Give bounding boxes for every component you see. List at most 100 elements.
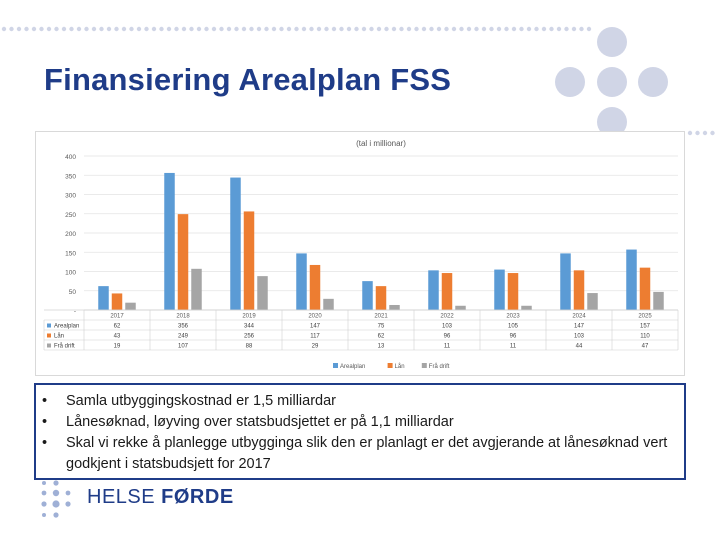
decor-dot bbox=[331, 26, 337, 32]
decor-circle bbox=[638, 67, 668, 97]
bullet-item-3: • Skal vi rekke å planlegge utbygginga sl… bbox=[42, 433, 676, 475]
decor-dot bbox=[76, 26, 82, 32]
x-tick-label: 2024 bbox=[572, 314, 586, 320]
decor-dot bbox=[166, 26, 172, 32]
decor-dot bbox=[294, 26, 299, 32]
decor-dot bbox=[710, 130, 715, 136]
legend-key bbox=[333, 363, 338, 368]
decor-dot bbox=[204, 26, 209, 32]
data-label: 47 bbox=[642, 344, 649, 350]
table-series-label: Frå drift bbox=[54, 343, 75, 350]
decor-dot bbox=[361, 26, 367, 32]
y-tick-label: 200 bbox=[65, 231, 76, 238]
logo-dots-icon bbox=[41, 480, 71, 518]
data-label: 11 bbox=[510, 344, 517, 350]
logo-text-part1: HELSE bbox=[87, 486, 162, 508]
decor-dot bbox=[91, 26, 97, 32]
y-tick-label: 50 bbox=[69, 289, 77, 296]
data-label: 96 bbox=[444, 334, 451, 340]
decor-dot bbox=[159, 26, 164, 32]
decor-dot bbox=[451, 26, 457, 32]
table-legend-key bbox=[47, 343, 51, 348]
bar-Frå drift-2025 bbox=[653, 291, 664, 310]
decor-dot bbox=[354, 26, 359, 32]
bullet-item-1: • Samla utbyggingskostnad er 1,5 milliard… bbox=[42, 391, 676, 412]
bar-Lån-2017 bbox=[111, 293, 123, 310]
x-tick-label: 2025 bbox=[638, 314, 652, 320]
bar-Arealplan-2025 bbox=[626, 249, 637, 310]
bar-Arealplan-2017 bbox=[98, 286, 109, 310]
y-tick-label: 250 bbox=[65, 212, 76, 219]
bullet-text-2: Lånesøknad, løyving over statsbudsjettet… bbox=[66, 414, 454, 430]
legend-key bbox=[421, 363, 427, 368]
y-tick-label: - bbox=[74, 308, 76, 315]
decor-dot bbox=[586, 26, 592, 32]
decor-dot bbox=[324, 26, 329, 32]
logo-dot bbox=[65, 501, 71, 507]
bar-Frå drift-2023 bbox=[521, 305, 532, 310]
bar-Arealplan-2020 bbox=[296, 253, 307, 310]
legend-key bbox=[387, 363, 393, 368]
decor-dot bbox=[39, 26, 44, 32]
bar-Lån-2018 bbox=[177, 214, 189, 310]
logo-dot bbox=[41, 501, 47, 507]
data-label: 11 bbox=[444, 344, 451, 350]
bar-Frå drift-2022 bbox=[455, 305, 466, 310]
decor-dot bbox=[481, 26, 487, 32]
helse-forde-logo: HELSE FØRDE bbox=[87, 486, 234, 509]
decor-circle bbox=[597, 27, 627, 57]
data-label: 256 bbox=[244, 334, 255, 340]
decor-dot bbox=[136, 26, 142, 32]
data-label: 249 bbox=[178, 334, 189, 340]
y-tick-label: 300 bbox=[65, 193, 76, 200]
x-tick-label: 2019 bbox=[242, 314, 256, 320]
legend-label: Frå drift bbox=[429, 363, 450, 370]
data-label: 75 bbox=[378, 324, 385, 330]
data-label: 103 bbox=[442, 324, 453, 330]
data-label: 44 bbox=[576, 344, 583, 350]
data-label: 96 bbox=[510, 334, 517, 340]
logo-dot bbox=[42, 481, 46, 485]
bar-chart: (tal i millionar) - 50 100 150 200 250 300 350 40… bbox=[43, 139, 679, 370]
bar-Lån-2020 bbox=[309, 264, 321, 310]
decor-dot bbox=[399, 26, 404, 32]
decor-dot bbox=[541, 26, 547, 32]
data-label: 105 bbox=[508, 324, 519, 330]
bar-Frå drift-2021 bbox=[389, 304, 400, 310]
decor-dot bbox=[174, 26, 179, 32]
data-label: 88 bbox=[246, 344, 253, 350]
decor-dot bbox=[316, 26, 322, 32]
decor-dot bbox=[226, 26, 232, 32]
decor-dot bbox=[339, 26, 344, 32]
decor-circle bbox=[555, 67, 585, 97]
bar-Frå drift-2020 bbox=[323, 298, 334, 310]
bar-Lån-2024 bbox=[573, 270, 585, 310]
bullet-list: • Samla utbyggingskostnad er 1,5 milliard… bbox=[36, 385, 684, 475]
data-label: 103 bbox=[574, 334, 585, 340]
decor-dot bbox=[489, 26, 494, 32]
decor-dot bbox=[504, 26, 509, 32]
x-tick-label: 2017 bbox=[110, 314, 124, 320]
decor-dot bbox=[189, 26, 194, 32]
data-label: 29 bbox=[312, 344, 319, 350]
logo-dot bbox=[65, 490, 71, 496]
decor-dot bbox=[376, 26, 382, 32]
bar-Lån-2022 bbox=[441, 273, 453, 310]
bar-Lån-2025 bbox=[639, 267, 651, 310]
table-legend-key bbox=[47, 333, 51, 338]
bar-Arealplan-2023 bbox=[494, 269, 505, 310]
decor-dot bbox=[511, 26, 517, 32]
decor-dot bbox=[695, 130, 700, 136]
decor-dot bbox=[384, 26, 389, 32]
decor-dot bbox=[24, 26, 29, 32]
decor-dot bbox=[114, 26, 119, 32]
slide-title: Finansiering Arealplan FSS bbox=[44, 62, 452, 97]
decor-dot bbox=[369, 26, 374, 32]
x-tick-label: 2022 bbox=[440, 314, 454, 320]
decor-dot bbox=[121, 26, 127, 32]
decor-dot bbox=[406, 26, 412, 32]
decor-circle bbox=[597, 67, 627, 97]
bullet-item-2: • Lånesøknad, løyving over statsbudsjette… bbox=[42, 412, 676, 433]
decor-dot bbox=[466, 26, 472, 32]
